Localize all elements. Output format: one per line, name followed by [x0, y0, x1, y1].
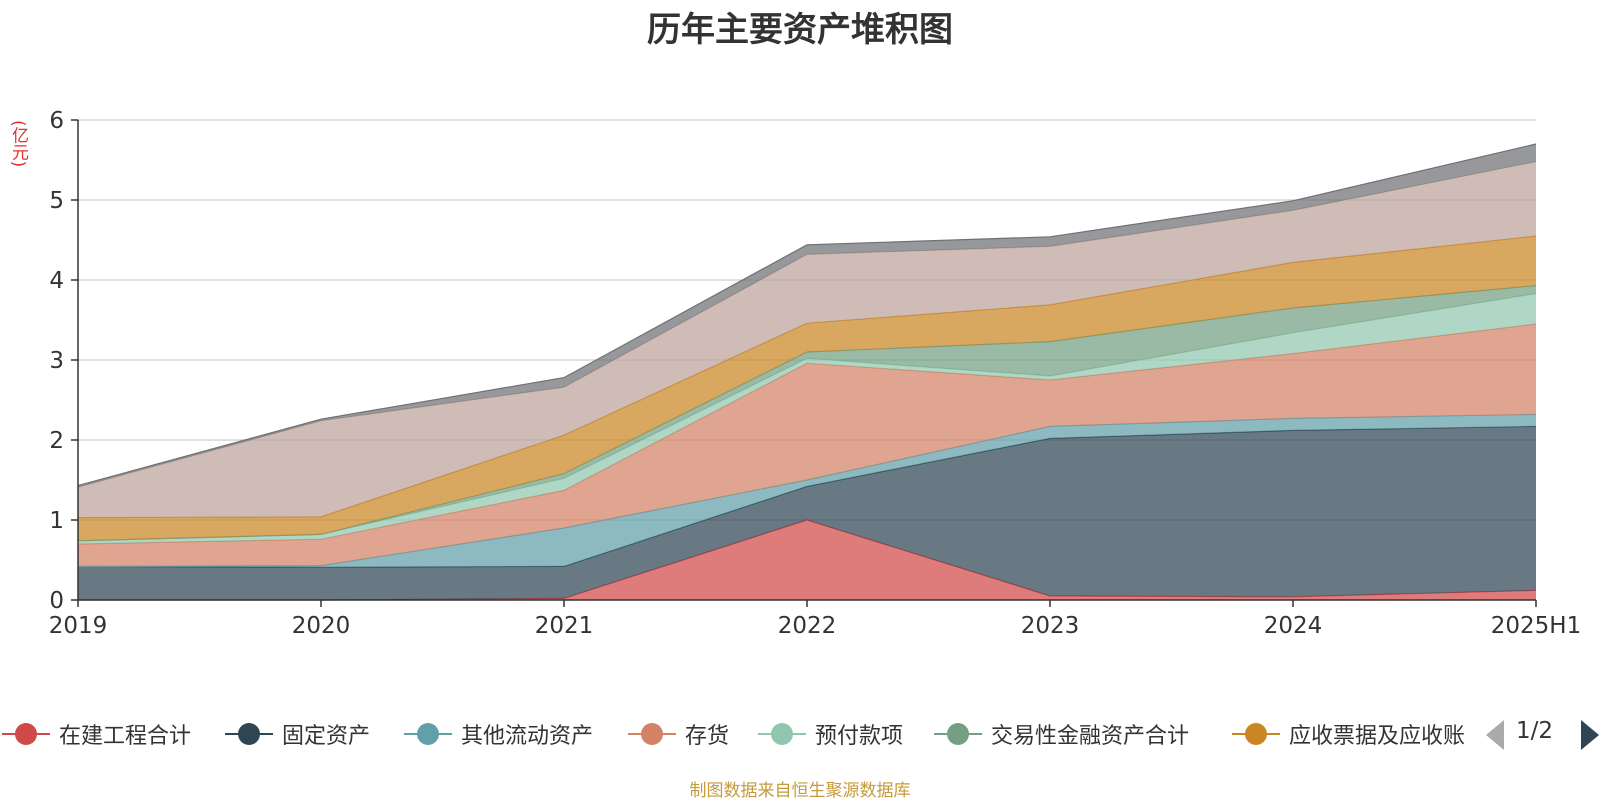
- y-tick-label: 0: [49, 588, 64, 614]
- x-tick-label: 2025H1: [1491, 613, 1581, 639]
- legend-page-indicator: 1/2: [1516, 718, 1554, 744]
- legend-item[interactable]: 其他流动资产: [404, 712, 593, 756]
- area-series-9: [78, 144, 1536, 488]
- legend-item[interactable]: 预付款项: [758, 712, 903, 756]
- x-tick-label: 2022: [778, 613, 837, 639]
- x-tick-label: 2019: [49, 613, 108, 639]
- legend: 在建工程合计 固定资产 其他流动资产 存货 预付款项 交易性金融资产合计 应收票据及应收账: [0, 712, 1600, 756]
- legend-marker-icon: [225, 723, 273, 745]
- y-tick-label: 5: [49, 188, 64, 214]
- area-series-edge-9: [77, 143, 1537, 487]
- legend-item[interactable]: 交易性金融资产合计: [934, 712, 1189, 756]
- y-tick-label: 1: [49, 508, 64, 534]
- legend-marker-icon: [1232, 723, 1280, 745]
- legend-item[interactable]: 固定资产: [225, 712, 370, 756]
- legend-marker-icon: [2, 723, 50, 745]
- area-series-5: [78, 293, 1536, 544]
- legend-label: 在建工程合计: [59, 724, 192, 749]
- legend-label: 交易性金融资产合计: [991, 724, 1190, 749]
- legend-label: 存货: [685, 724, 730, 749]
- area-series-1: [78, 520, 1536, 600]
- area-series-8: [78, 161, 1536, 518]
- legend-label: 其他流动资产: [461, 724, 594, 749]
- legend-item[interactable]: 应收票据及应收账: [1232, 712, 1465, 756]
- y-tick-label: 3: [49, 348, 64, 374]
- x-tick-label: 2021: [535, 613, 594, 639]
- y-tick-label: 6: [49, 108, 64, 134]
- x-tick-label: 2023: [1021, 613, 1080, 639]
- area-series-2: [78, 426, 1536, 600]
- area-series-7: [78, 236, 1536, 541]
- legend-next-page-icon[interactable]: [1581, 720, 1599, 750]
- axes: 0 1 2 3 4 5 6 2019 2020 2021 2022 2023 2024 2025H1: [49, 108, 1582, 639]
- source-note: 制图数据来自恒生聚源数据库: [689, 781, 911, 801]
- y-tick-label: 4: [49, 268, 64, 294]
- legend-item[interactable]: 存货: [628, 712, 729, 756]
- legend-marker-icon: [758, 723, 806, 745]
- area-series-4: [78, 324, 1536, 567]
- stacked-area-chart: 0 1 2 3 4 5 6 2019 2020 2021 2022 2023 2024 2025H1: [49, 108, 1582, 639]
- legend-label: 预付款项: [815, 724, 904, 749]
- legend-marker-icon: [404, 723, 452, 745]
- legend-marker-icon: [628, 723, 676, 745]
- legend-marker-icon: [934, 723, 982, 745]
- area-series-6: [78, 285, 1536, 541]
- legend-label: 应收票据及应收账: [1289, 724, 1466, 749]
- legend-prev-page-icon[interactable]: [1486, 720, 1504, 750]
- legend-pager: 1/2: [1486, 712, 1600, 756]
- chart-title: 历年主要资产堆积图: [647, 10, 953, 50]
- y-axis-unit-label: (亿元): [8, 120, 28, 168]
- x-tick-label: 2024: [1264, 613, 1323, 639]
- legend-label: 固定资产: [282, 724, 371, 749]
- legend-item[interactable]: 在建工程合计: [2, 712, 191, 756]
- area-series-layer: [77, 143, 1537, 601]
- y-tick-label: 2: [49, 428, 64, 454]
- x-tick-label: 2020: [292, 613, 351, 639]
